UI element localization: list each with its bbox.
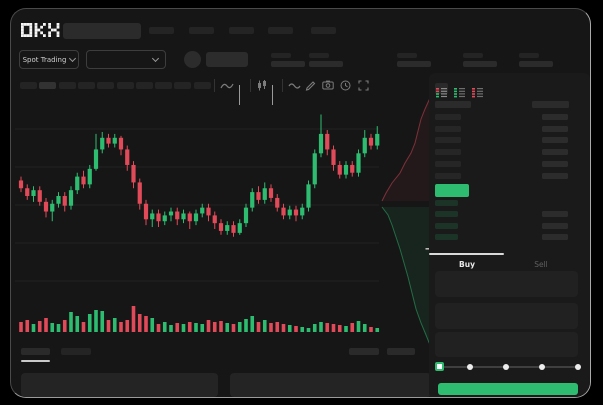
ask-price-placeholder xyxy=(435,137,461,144)
ask-price-placeholder xyxy=(435,160,461,167)
fullscreen-icon[interactable] xyxy=(358,80,369,91)
bid-price-placeholder xyxy=(435,211,458,217)
search-input[interactable] xyxy=(63,23,141,39)
toolbar-divider xyxy=(214,79,215,92)
bid-price-placeholder xyxy=(435,199,458,206)
chevron-down-icon xyxy=(69,54,77,63)
ticker-stat-5 xyxy=(519,53,553,67)
interval-button-2[interactable] xyxy=(39,82,57,89)
slider-stop-2[interactable] xyxy=(503,364,509,370)
bid-amount-placeholder xyxy=(542,211,568,217)
total-field[interactable] xyxy=(435,332,578,357)
ticker-stat-4 xyxy=(463,53,497,67)
interval-button-10[interactable] xyxy=(193,82,211,89)
candlestick-chart[interactable] xyxy=(15,97,435,347)
ask-amount-placeholder xyxy=(542,137,568,144)
bid-price-placeholder xyxy=(435,222,458,229)
nav-item-2[interactable] xyxy=(189,27,214,34)
history-clock-icon[interactable] xyxy=(340,80,351,91)
tab-buy[interactable]: Buy xyxy=(459,259,475,269)
nav-item-3[interactable] xyxy=(229,27,254,34)
ask-amount-placeholder xyxy=(542,114,568,120)
bottom-right-tab[interactable] xyxy=(349,348,379,355)
line-style-icon[interactable] xyxy=(220,80,234,91)
open-orders-panel-placeholder xyxy=(21,373,218,397)
toolbar-divider xyxy=(250,79,251,92)
ticker-stat-2 xyxy=(309,53,343,67)
pair-dropdown[interactable] xyxy=(86,50,166,69)
toolbar-divider xyxy=(282,79,283,92)
interval-button-3[interactable] xyxy=(58,82,76,89)
bottom-tab-active[interactable] xyxy=(21,348,50,355)
candle-type-icon[interactable] xyxy=(256,80,268,91)
stat-label-placeholder xyxy=(309,53,329,58)
stat-label-placeholder xyxy=(519,53,539,58)
indicator-wave-icon[interactable] xyxy=(288,80,301,91)
interval-button-1[interactable] xyxy=(20,82,37,89)
okx-logo: OKX xyxy=(21,23,61,38)
amount-field[interactable] xyxy=(435,303,578,329)
stat-label-placeholder xyxy=(463,53,483,58)
ask-price-placeholder xyxy=(435,172,461,179)
bid-amount-placeholder xyxy=(542,234,568,240)
interval-button-5[interactable] xyxy=(97,82,115,89)
tab-sell[interactable]: Sell xyxy=(534,259,548,269)
price-field[interactable] xyxy=(435,271,578,297)
nav-item-1[interactable] xyxy=(149,27,174,34)
bid-price-placeholder xyxy=(435,234,458,240)
app-window: OKX Spot Trading xyxy=(10,8,591,398)
slider-stop-3[interactable] xyxy=(539,364,545,370)
order-history-panel-placeholder xyxy=(230,373,431,397)
stat-label-placeholder xyxy=(397,53,417,58)
market-type-dropdown[interactable]: Spot Trading xyxy=(19,50,79,69)
orderbook-view-bids-icon[interactable] xyxy=(453,83,466,98)
interval-button-9[interactable] xyxy=(174,82,192,89)
buy-submit-button[interactable] xyxy=(438,383,578,395)
coin-icon xyxy=(184,51,201,68)
bid-amount-placeholder xyxy=(542,222,568,229)
ask-price-placeholder xyxy=(435,125,461,132)
interval-button-7[interactable] xyxy=(135,82,153,89)
active-tab-underline xyxy=(21,360,50,362)
slider-stop-1[interactable] xyxy=(467,364,473,370)
camera-icon[interactable] xyxy=(322,80,334,90)
ob-header-amount xyxy=(532,101,569,108)
ticker-stat-1 xyxy=(271,53,305,67)
ask-amount-placeholder xyxy=(542,125,568,132)
stat-label-placeholder xyxy=(271,53,291,58)
ticker-stat-3 xyxy=(397,53,431,67)
orderbook-view-combined-icon[interactable] xyxy=(435,83,448,98)
interval-button-6[interactable] xyxy=(116,82,134,89)
last-price-button[interactable] xyxy=(435,184,469,197)
ob-header-price xyxy=(435,101,471,108)
nav-item-4[interactable] xyxy=(268,27,293,34)
draw-pencil-icon[interactable] xyxy=(305,80,316,91)
slider-stop-4[interactable] xyxy=(575,364,581,370)
interval-button-8[interactable] xyxy=(155,82,173,89)
stat-value-placeholder xyxy=(397,61,431,67)
bottom-tab[interactable] xyxy=(61,348,91,355)
nav-item-5[interactable] xyxy=(311,27,336,34)
stat-value-placeholder xyxy=(463,61,497,67)
ask-amount-placeholder xyxy=(542,160,568,167)
market-type-label: Spot Trading xyxy=(22,55,67,64)
ask-price-placeholder xyxy=(435,149,461,156)
bottom-right-tab[interactable] xyxy=(387,348,415,355)
ask-price-placeholder xyxy=(435,114,461,120)
ask-amount-placeholder xyxy=(542,149,568,156)
ask-amount-placeholder xyxy=(542,172,568,179)
stat-value-placeholder xyxy=(271,61,305,67)
stat-value-placeholder xyxy=(519,61,553,67)
stat-value-placeholder xyxy=(309,61,343,67)
orderbook-view-asks-icon[interactable] xyxy=(471,83,484,98)
slider-handle[interactable] xyxy=(435,362,444,371)
active-tab-indicator xyxy=(429,253,504,255)
chevron-down-icon xyxy=(151,54,160,63)
interval-button-4[interactable] xyxy=(77,82,95,89)
pair-name-placeholder xyxy=(206,52,248,67)
